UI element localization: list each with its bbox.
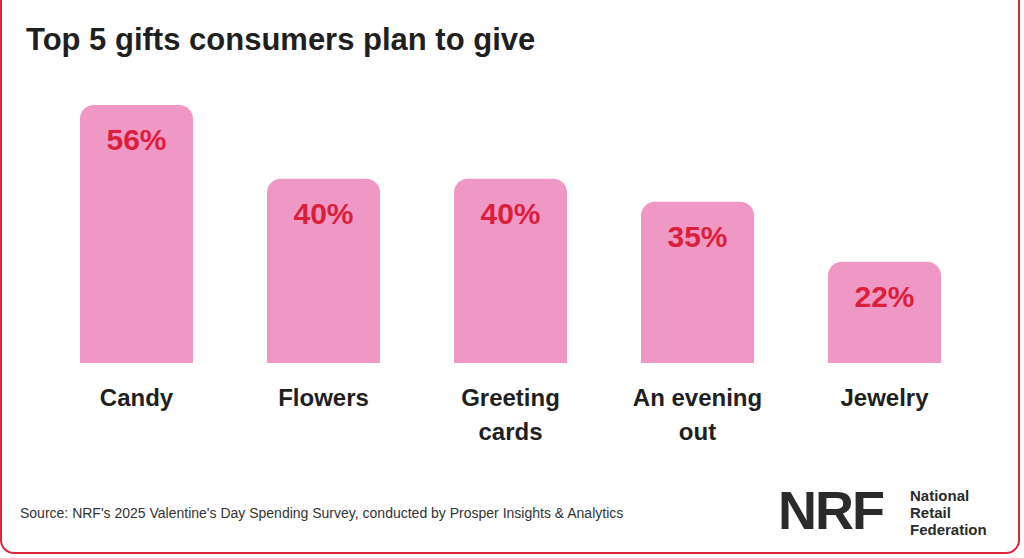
- svg-text:Greeting: Greeting: [461, 384, 560, 411]
- html-text:Retail: Retail: [910, 504, 951, 521]
- svg-text:Jewelry: Jewelry: [840, 384, 929, 411]
- svg-text:22%: 22%: [854, 280, 914, 313]
- svg-text:40%: 40%: [480, 197, 540, 230]
- html-text:Source: NRF's 2025 Valentine's: Source: NRF's 2025 Valentine's Day Spend…: [20, 505, 624, 521]
- svg-text:out: out: [679, 418, 716, 445]
- svg-text:35%: 35%: [667, 220, 727, 253]
- svg-text:Flowers: Flowers: [278, 384, 369, 411]
- svg-text:56%: 56%: [106, 123, 166, 156]
- svg-text:cards: cards: [478, 418, 542, 445]
- html-text:Federation: Federation: [910, 521, 987, 538]
- html-text:Top 5 gifts consumers plan to: Top 5 gifts consumers plan to give: [26, 22, 536, 57]
- svg-text:An evening: An evening: [633, 384, 762, 411]
- html-text:National: National: [910, 487, 970, 504]
- svg-text:40%: 40%: [293, 197, 353, 230]
- svg-text:Candy: Candy: [100, 384, 174, 411]
- html-text:NRF: NRF: [778, 480, 883, 540]
